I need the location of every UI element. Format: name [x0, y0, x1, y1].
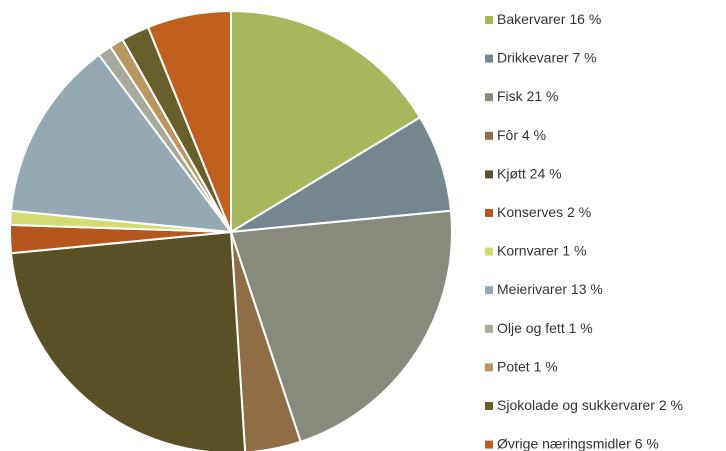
legend-swatch: [485, 54, 493, 63]
legend-value: 1 %: [534, 358, 558, 374]
legend-value: 2 %: [659, 397, 683, 413]
pie-slice: [230, 231, 302, 451]
legend-value: 2 %: [567, 204, 591, 220]
legend-category: Fisk: [497, 88, 524, 104]
legend-value: 6 %: [635, 435, 659, 451]
legend-value: 21 %: [527, 88, 559, 104]
legend-label: Sjokolade og sukkervarer 2 %: [497, 397, 683, 413]
legend-label: Olje og fett 1 %: [497, 320, 593, 336]
legend-swatch: [485, 247, 493, 256]
legend-category: Potet: [497, 358, 530, 374]
legend-category: Bakervarer: [497, 11, 566, 27]
legend-category: Øvrige næringsmidler: [497, 435, 631, 451]
legend-value: 1 %: [569, 320, 593, 336]
legend-swatch: [485, 16, 493, 24]
pie-slice: [146, 9, 232, 233]
legend-value: 1 %: [562, 242, 586, 258]
pie-slice: [229, 209, 453, 444]
legend-value: 13 %: [571, 281, 603, 297]
legend-label: Fisk 21 %: [497, 88, 558, 104]
legend-label: Øvrige næringsmidler 6 %: [497, 435, 659, 451]
legend-category: Meierivarer: [497, 281, 567, 297]
legend-label: Konserves 2 %: [497, 204, 591, 220]
legend-label: Kjøtt 24 %: [497, 165, 562, 181]
legend-swatch: [485, 324, 493, 333]
legend-label: Drikkevarer 7 %: [497, 49, 597, 65]
legend-category: Kjøtt: [497, 165, 526, 181]
legend-swatch: [485, 440, 493, 449]
legend-category: Drikkevarer: [497, 49, 569, 65]
legend-swatch: [485, 286, 493, 295]
legend-label: Potet 1 %: [497, 358, 558, 374]
legend-swatch: [485, 402, 493, 410]
pie-slice: [9, 230, 247, 451]
legend-category: Konserves: [497, 204, 563, 220]
legend-value: 4 %: [522, 127, 546, 143]
legend-category: Sjokolade og sukkervarer: [497, 397, 655, 413]
legend-value: 7 %: [572, 49, 596, 65]
legend-swatch: [485, 93, 493, 102]
legend-value: 24 %: [530, 165, 562, 181]
legend-swatch: [485, 170, 493, 179]
pie-slice: [230, 9, 422, 234]
legend-label: Bakervarer 16 %: [497, 11, 601, 27]
legend-label: Meierivarer 13 %: [497, 281, 603, 297]
legend-label: Kornvarer 1 %: [497, 242, 586, 258]
pie-slice: [9, 53, 234, 234]
legend-swatch: [485, 131, 493, 140]
legend-category: Fôr: [497, 127, 518, 143]
legend-category: Olje og fett: [497, 320, 565, 336]
legend-swatch: [485, 363, 493, 372]
legend-label: Fôr 4 %: [497, 127, 546, 143]
legend-value: 16 %: [569, 11, 601, 27]
legend-swatch: [485, 209, 493, 217]
pie-slice: [230, 116, 453, 233]
legend-category: Kornvarer: [497, 242, 559, 258]
